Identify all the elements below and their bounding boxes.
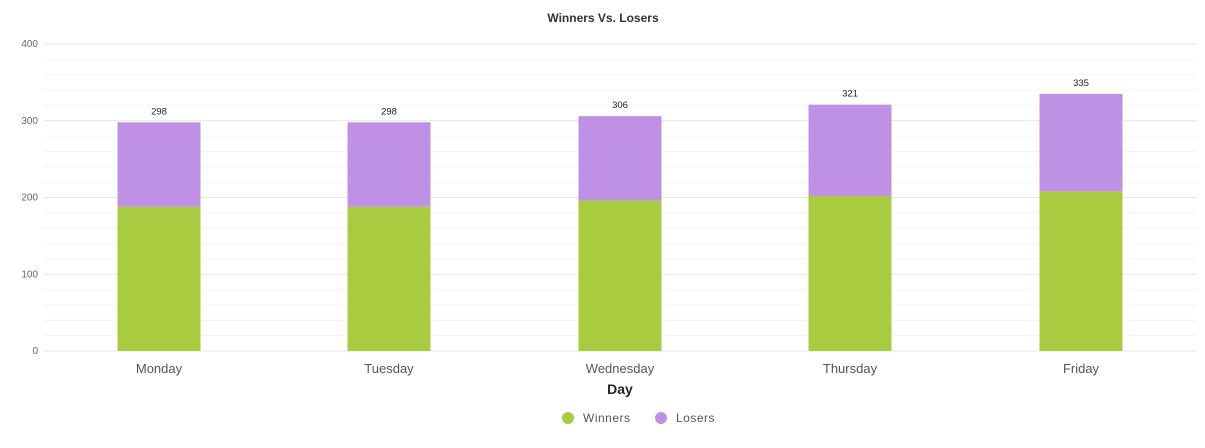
y-tick-label: 200 [21,193,38,204]
legend-label-losers: Losers [676,411,715,425]
x-axis-ticks: Monday Tuesday Wednesday Thursday Friday [136,361,1100,376]
y-tick-label: 300 [21,116,38,127]
bar-losers-friday[interactable] [1039,93,1123,192]
x-tick-label-tuesday: Tuesday [364,361,414,376]
data-labels: 298 298 306 321 335 [151,78,1089,117]
y-tick-label: 100 [21,269,38,280]
y-axis-ticks: 0 100 200 300 400 [21,39,38,357]
bar-winners-tuesday[interactable] [347,206,431,351]
bar-losers-wednesday[interactable] [578,116,662,201]
bar-winners-wednesday[interactable] [578,200,662,351]
bar-winners-friday[interactable] [1039,191,1123,351]
y-tick-label: 400 [21,39,38,50]
data-label-total-thursday: 321 [842,89,858,100]
x-tick-label-monday: Monday [136,361,183,376]
bar-losers-tuesday[interactable] [347,122,431,207]
bar-losers-monday[interactable] [117,122,201,207]
x-axis-title: Day [607,381,633,397]
data-label-total-friday: 335 [1073,78,1089,89]
x-tick-label-wednesday: Wednesday [586,361,655,376]
x-tick-label-thursday: Thursday [823,361,878,376]
x-tick-label-friday: Friday [1063,361,1100,376]
bar-winners-monday[interactable] [117,206,201,351]
legend-label-winners: Winners [583,411,631,425]
data-label-total-tuesday: 298 [381,106,397,117]
bar-losers-thursday[interactable] [808,104,892,196]
data-label-total-monday: 298 [151,106,167,117]
legend-item-losers[interactable]: Losers [655,411,715,425]
data-label-total-wednesday: 306 [612,100,628,111]
legend-swatch-winners [562,412,574,424]
chart-title: Winners Vs. Losers [547,11,659,25]
bar-winners-thursday[interactable] [808,195,892,351]
legend-swatch-losers [655,412,667,424]
legend: Winners Losers [562,411,715,425]
legend-item-winners[interactable]: Winners [562,411,631,425]
bars [117,93,1123,351]
y-tick-label: 0 [32,346,38,357]
